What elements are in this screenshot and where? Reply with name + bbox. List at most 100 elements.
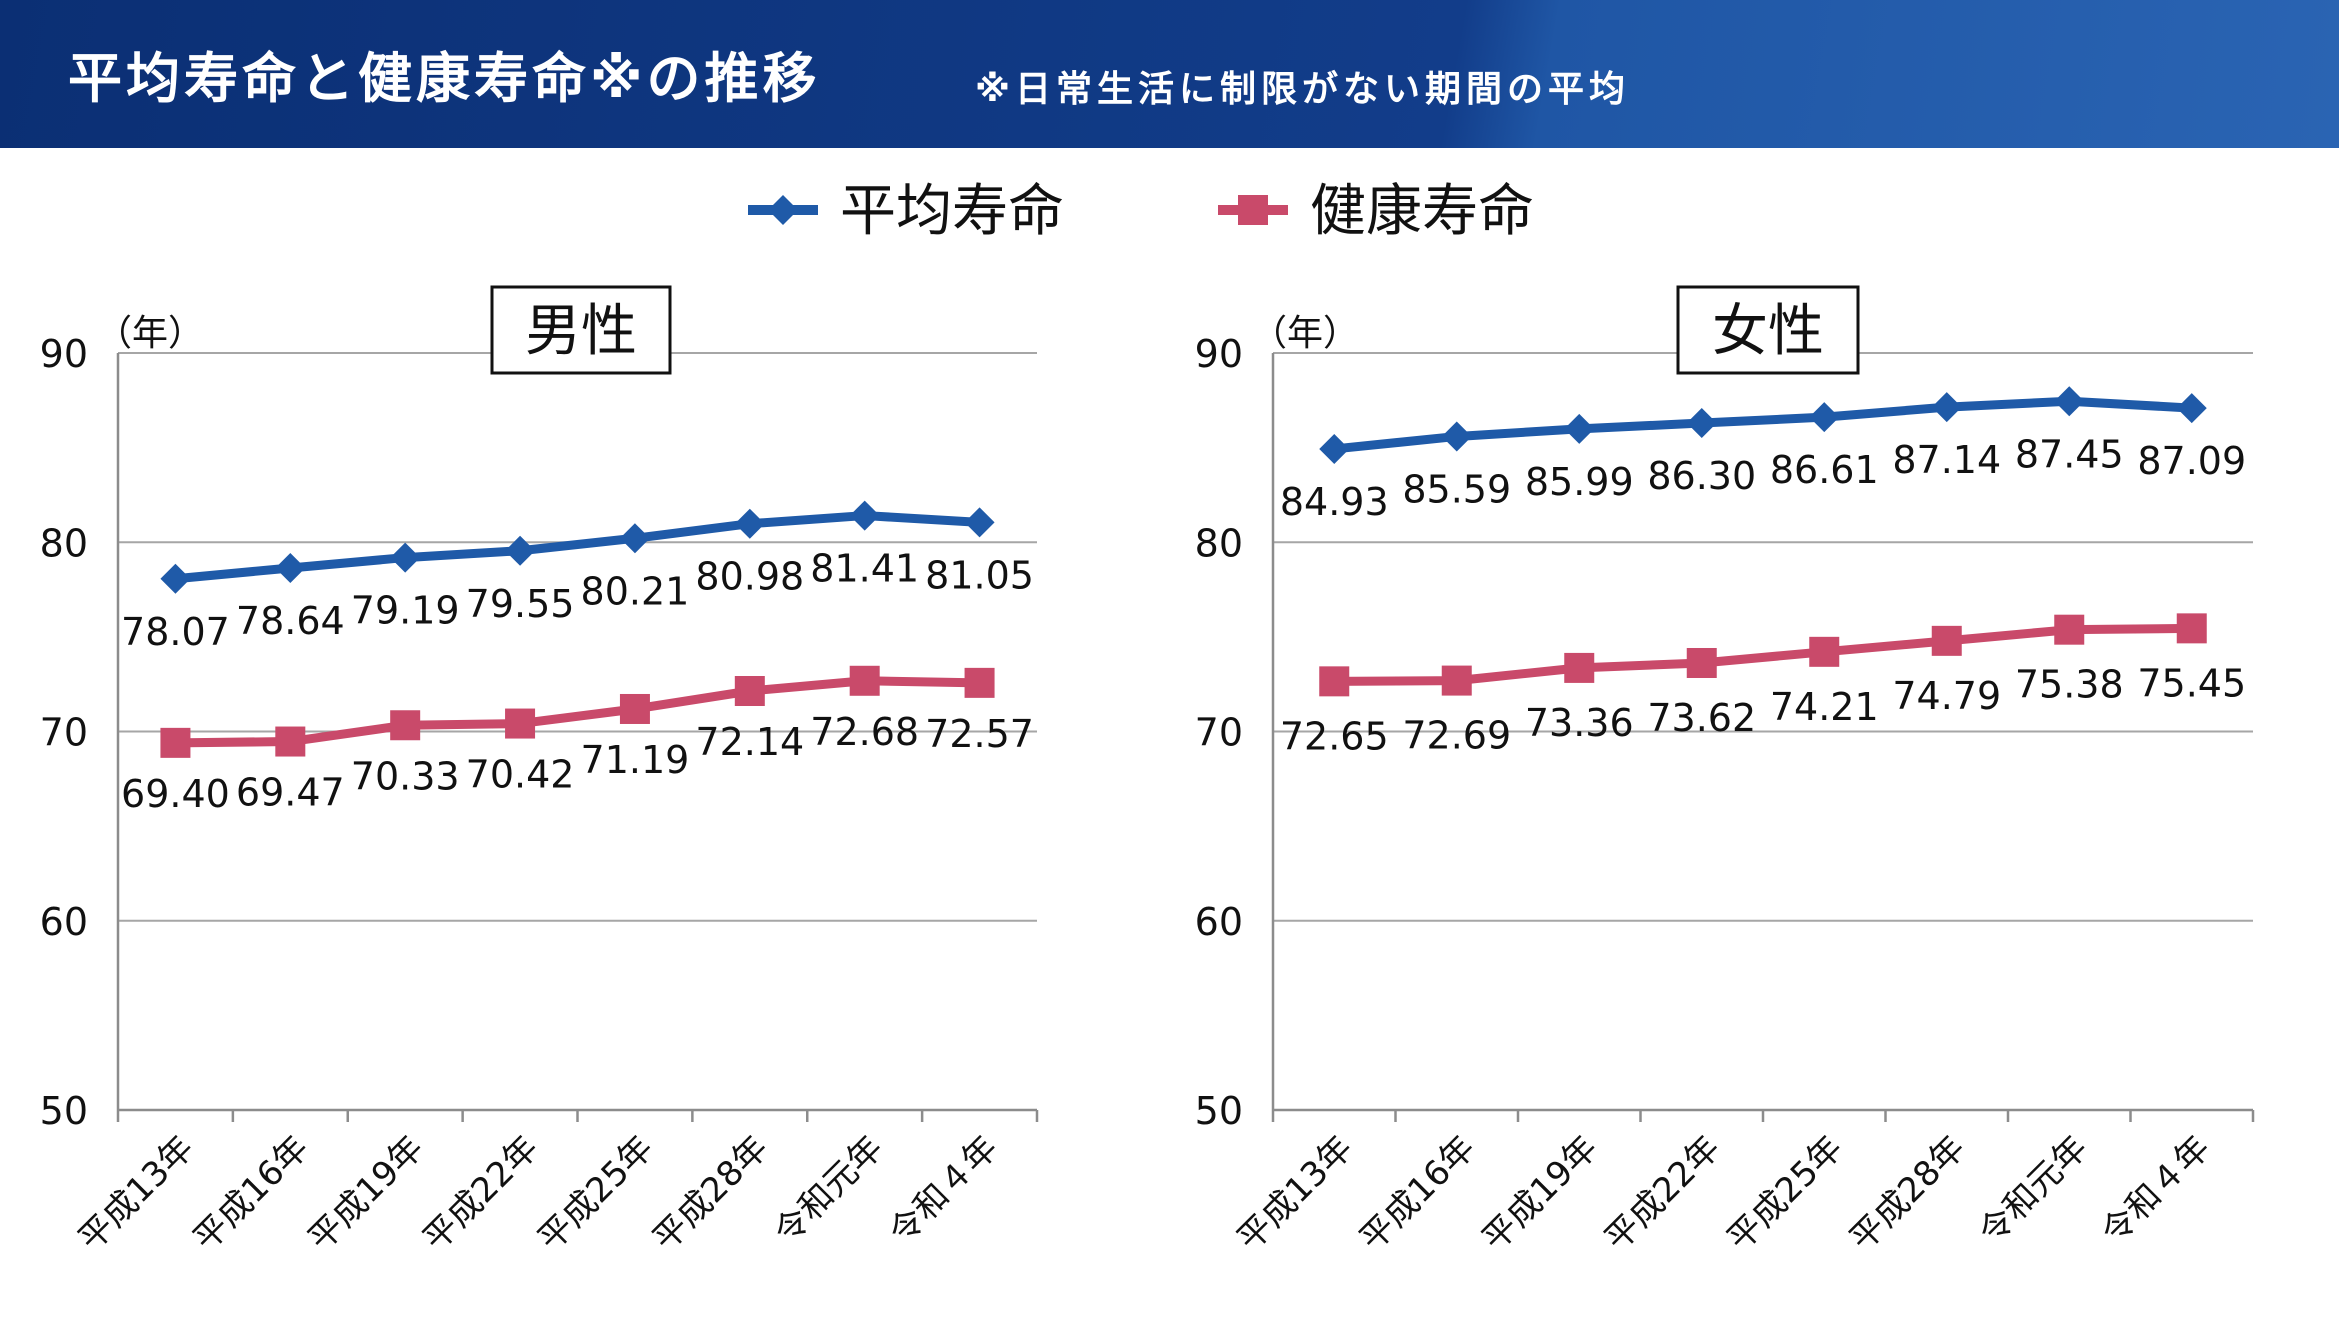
x-tick-label: 平成19年 [1475, 1128, 1606, 1259]
y-tick-label: 80 [40, 521, 88, 565]
x-tick-label: 令和元年 [767, 1128, 891, 1252]
legend-marker-diamond-icon [768, 195, 798, 225]
legend: 平均寿命 健康寿命 [748, 179, 1534, 244]
data-label: 86.30 [1647, 454, 1756, 498]
x-tick-label: 平成22年 [1597, 1128, 1728, 1259]
x-tick-label: 令和４年 [2094, 1128, 2218, 1252]
legend-label-1: 健康寿命 [1310, 179, 1534, 244]
data-label: 85.59 [1402, 467, 1511, 511]
data-point-square [849, 665, 880, 696]
x-tick-label: 平成28年 [1842, 1128, 1973, 1259]
data-label: 73.62 [1647, 696, 1756, 740]
y-tick-label: 90 [1195, 332, 1243, 376]
data-point-diamond [1809, 402, 1840, 433]
data-point-square [734, 676, 765, 707]
y-tick-label: 80 [1195, 521, 1243, 565]
data-point-diamond [275, 552, 306, 583]
header-banner: 平均寿命と健康寿命※の推移 ※日常生活に制限がない期間の平均 [0, 0, 2339, 148]
chart-male: 50 60 70 80 90 （年） 男性平成13年平成16年平成19年平成22年平成25年… [40, 285, 1039, 1259]
chart-title-box [490, 285, 672, 375]
data-point-diamond [1686, 408, 1717, 439]
series-line-0 [1333, 396, 2192, 454]
data-label: 72.68 [810, 710, 919, 754]
header-note: ※日常生活に制限がない期間の平均 [975, 69, 1630, 110]
data-point-square [505, 708, 536, 739]
x-tick-label: 平成16年 [186, 1128, 317, 1259]
data-point-diamond [964, 507, 995, 538]
data-point-square [619, 693, 650, 724]
data-label: 72.14 [695, 720, 804, 764]
y-axis-unit: （年） [96, 313, 204, 354]
x-tick-label: 平成22年 [415, 1128, 546, 1259]
x-tick-label: 令和４年 [881, 1128, 1005, 1252]
x-tick-label: 平成19年 [301, 1128, 432, 1259]
data-point-diamond [390, 542, 421, 573]
x-tick-label: 平成25年 [1720, 1128, 1851, 1259]
data-label: 72.69 [1402, 714, 1511, 758]
chart-title-box [1676, 285, 1860, 375]
data-label: 74.21 [1770, 685, 1879, 729]
x-tick-label: 平成25年 [530, 1128, 661, 1259]
data-label: 84.93 [1280, 480, 1389, 524]
chart-title: 男性 [525, 299, 637, 364]
data-point-diamond [1931, 392, 1962, 423]
data-point-square [964, 667, 995, 698]
data-point-square [1441, 665, 1472, 696]
data-label: 81.41 [810, 547, 919, 591]
data-point-diamond [1564, 413, 1595, 444]
x-tick-label: 平成28年 [645, 1128, 776, 1259]
legend-marker-square-icon [1238, 195, 1268, 225]
data-label: 75.38 [2015, 663, 2124, 707]
data-label: 87.45 [2015, 432, 2124, 476]
data-point-diamond [505, 535, 536, 566]
data-point-square [390, 710, 421, 741]
data-point-diamond [1319, 433, 1350, 464]
data-label: 80.21 [581, 569, 690, 613]
data-label: 75.45 [2137, 661, 2246, 705]
data-point-square [2176, 613, 2207, 644]
data-label: 70.33 [351, 754, 460, 798]
data-label: 69.47 [236, 771, 345, 815]
x-tick-label: 平成16年 [1352, 1128, 1483, 1259]
data-point-square [1931, 625, 1962, 656]
data-point-square [2054, 614, 2085, 645]
data-label: 73.36 [1525, 701, 1634, 745]
data-label: 70.42 [466, 753, 575, 797]
data-point-square [275, 726, 306, 757]
data-label: 85.99 [1525, 460, 1634, 504]
data-point-square [1564, 652, 1595, 683]
data-label: 74.79 [1892, 674, 2001, 718]
data-label: 79.19 [351, 589, 460, 633]
y-axis-unit: （年） [1251, 313, 1359, 354]
data-point-square [1686, 647, 1717, 678]
data-point-diamond [619, 523, 650, 554]
data-point-diamond [2176, 393, 2207, 424]
data-label: 79.55 [466, 582, 575, 626]
x-tick-label: 平成13年 [71, 1128, 202, 1259]
y-tick-label: 90 [40, 332, 88, 376]
data-point-square [160, 727, 191, 758]
y-tick-label: 60 [1195, 900, 1243, 944]
data-point-diamond [2054, 386, 2085, 417]
y-tick-label: 70 [40, 711, 88, 755]
data-point-diamond [1441, 421, 1472, 452]
data-point-square [1319, 666, 1350, 697]
series-line-1 [175, 676, 980, 748]
series-line-1 [1334, 623, 2192, 686]
y-tick-label: 50 [1195, 1089, 1243, 1133]
x-tick-label: 令和元年 [1971, 1128, 2095, 1252]
data-label: 87.14 [1892, 438, 2001, 482]
data-label: 78.07 [121, 610, 230, 654]
data-label: 72.57 [925, 712, 1034, 756]
data-label: 81.05 [925, 553, 1034, 597]
legend-label-0: 平均寿命 [840, 179, 1064, 244]
y-tick-label: 50 [40, 1089, 88, 1133]
data-label: 80.98 [695, 555, 804, 599]
series-line-0 [175, 511, 980, 584]
data-label: 78.64 [236, 599, 345, 643]
y-tick-label: 60 [40, 900, 88, 944]
data-label: 71.19 [581, 738, 690, 782]
x-tick-label: 平成13年 [1230, 1128, 1361, 1259]
data-label: 69.40 [121, 772, 230, 816]
